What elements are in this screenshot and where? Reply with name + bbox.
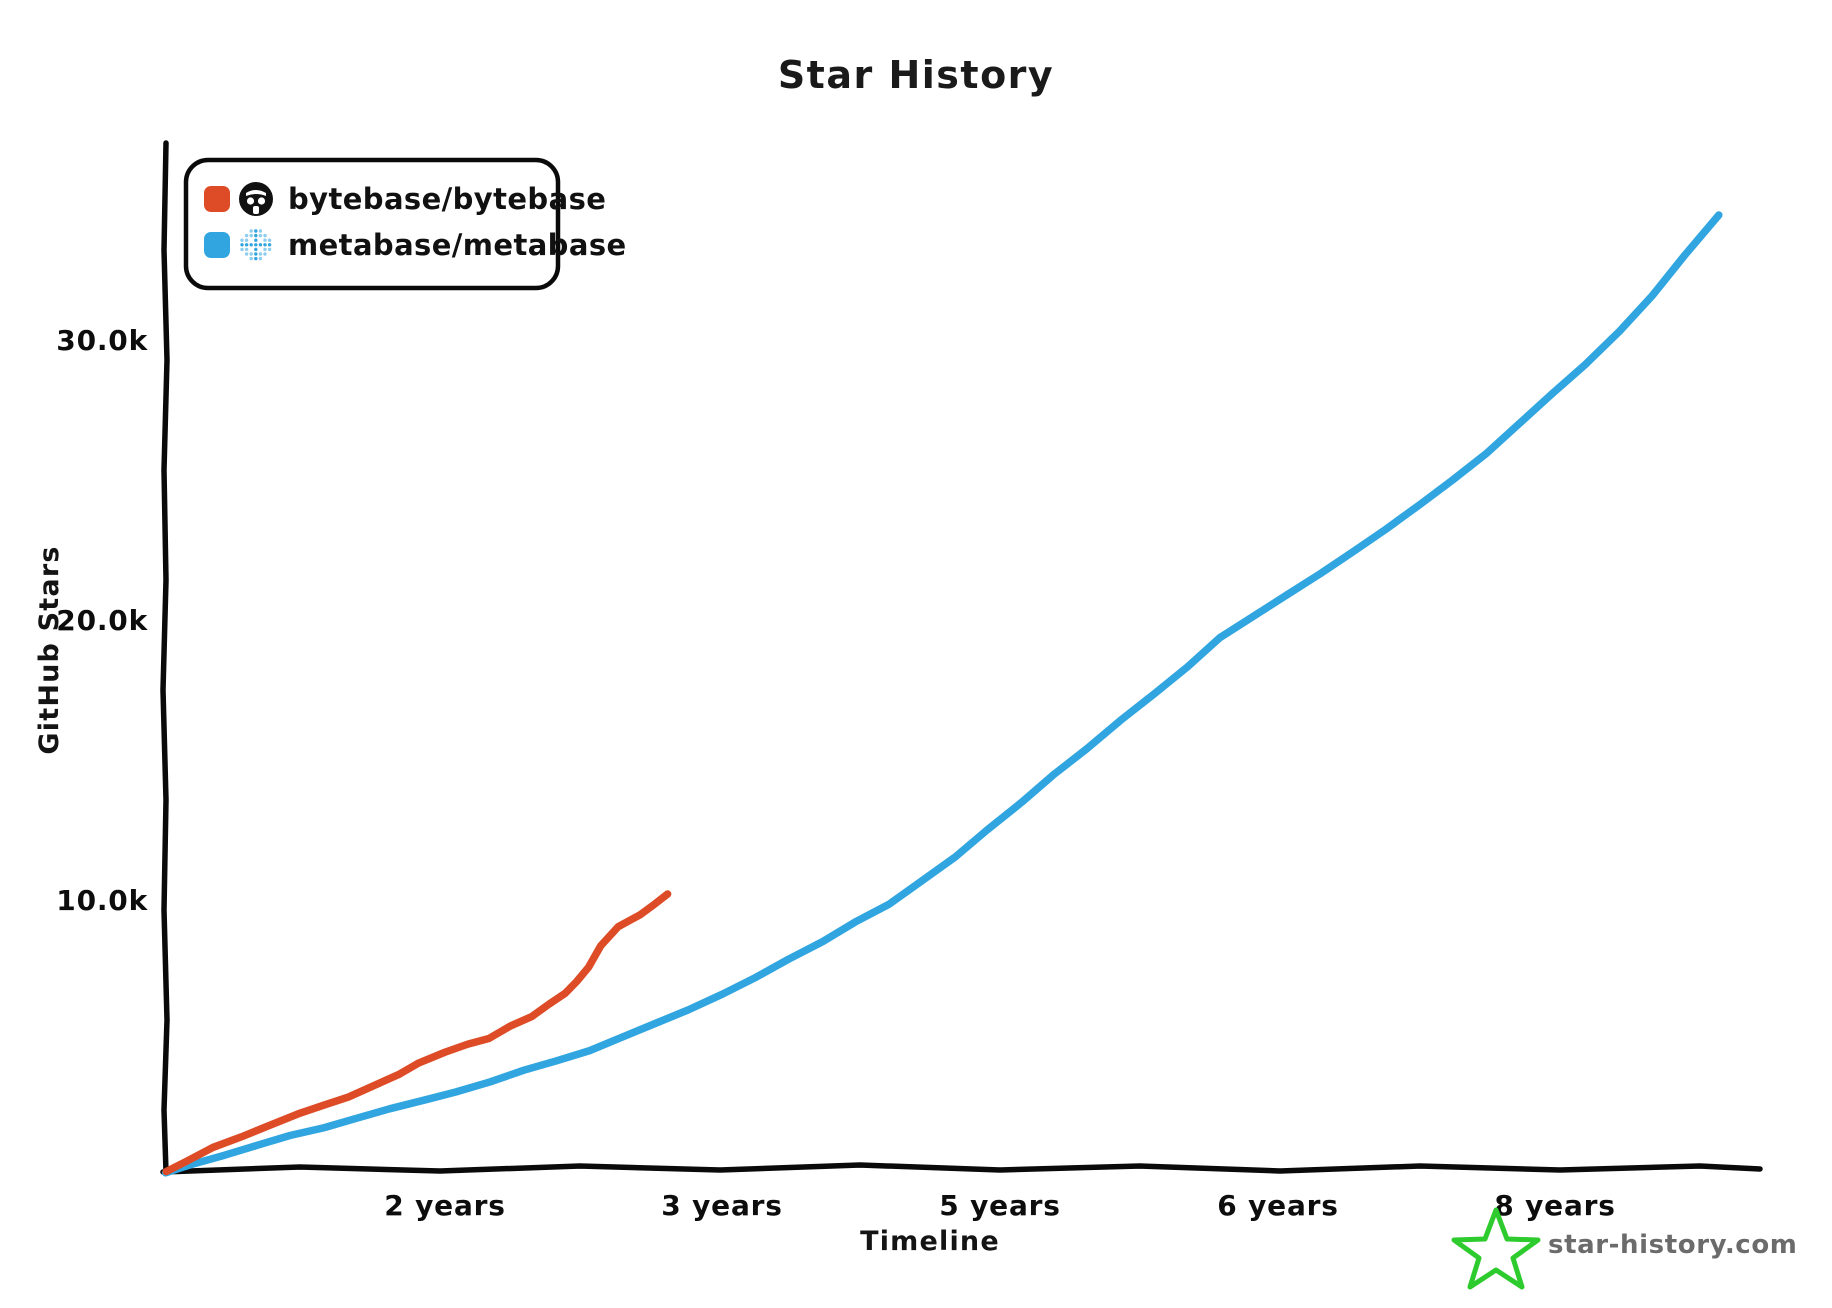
legend-box: [183, 157, 561, 291]
x-axis-label: Timeline: [860, 1226, 1000, 1257]
y-tick-label-2: 30.0k: [56, 324, 148, 357]
x-tick-label-4: 8 years: [1494, 1189, 1615, 1222]
x-tick-label-3: 6 years: [1217, 1189, 1338, 1222]
legend-label-bytebase: bytebase/bytebase: [288, 182, 606, 216]
bytebase-avatar-icon: [239, 182, 273, 216]
series-line-metabase: [161, 211, 1723, 1177]
y-tick-label-1: 20.0k: [56, 604, 148, 637]
y-tick-label-0: 10.0k: [56, 884, 148, 917]
legend-color-swatch-bytebase: [204, 186, 230, 212]
series-line-bytebase: [162, 890, 672, 1176]
y-axis-label: GitHub Stars: [34, 545, 65, 754]
watermark-label: star-history.com: [1548, 1230, 1797, 1260]
x-axis-line: [160, 1162, 1763, 1175]
x-tick-label-2: 5 years: [939, 1189, 1060, 1222]
legend-color-swatch-metabase: [204, 232, 230, 258]
metabase-avatar-icon: [240, 229, 272, 261]
x-tick-label-1: 3 years: [661, 1189, 782, 1222]
legend-label-metabase: metabase/metabase: [288, 228, 627, 262]
x-tick-label-0: 2 years: [384, 1189, 505, 1222]
page-title: Star History: [778, 53, 1054, 97]
y-axis-line: [160, 140, 170, 1175]
star-icon: [1451, 1207, 1541, 1290]
